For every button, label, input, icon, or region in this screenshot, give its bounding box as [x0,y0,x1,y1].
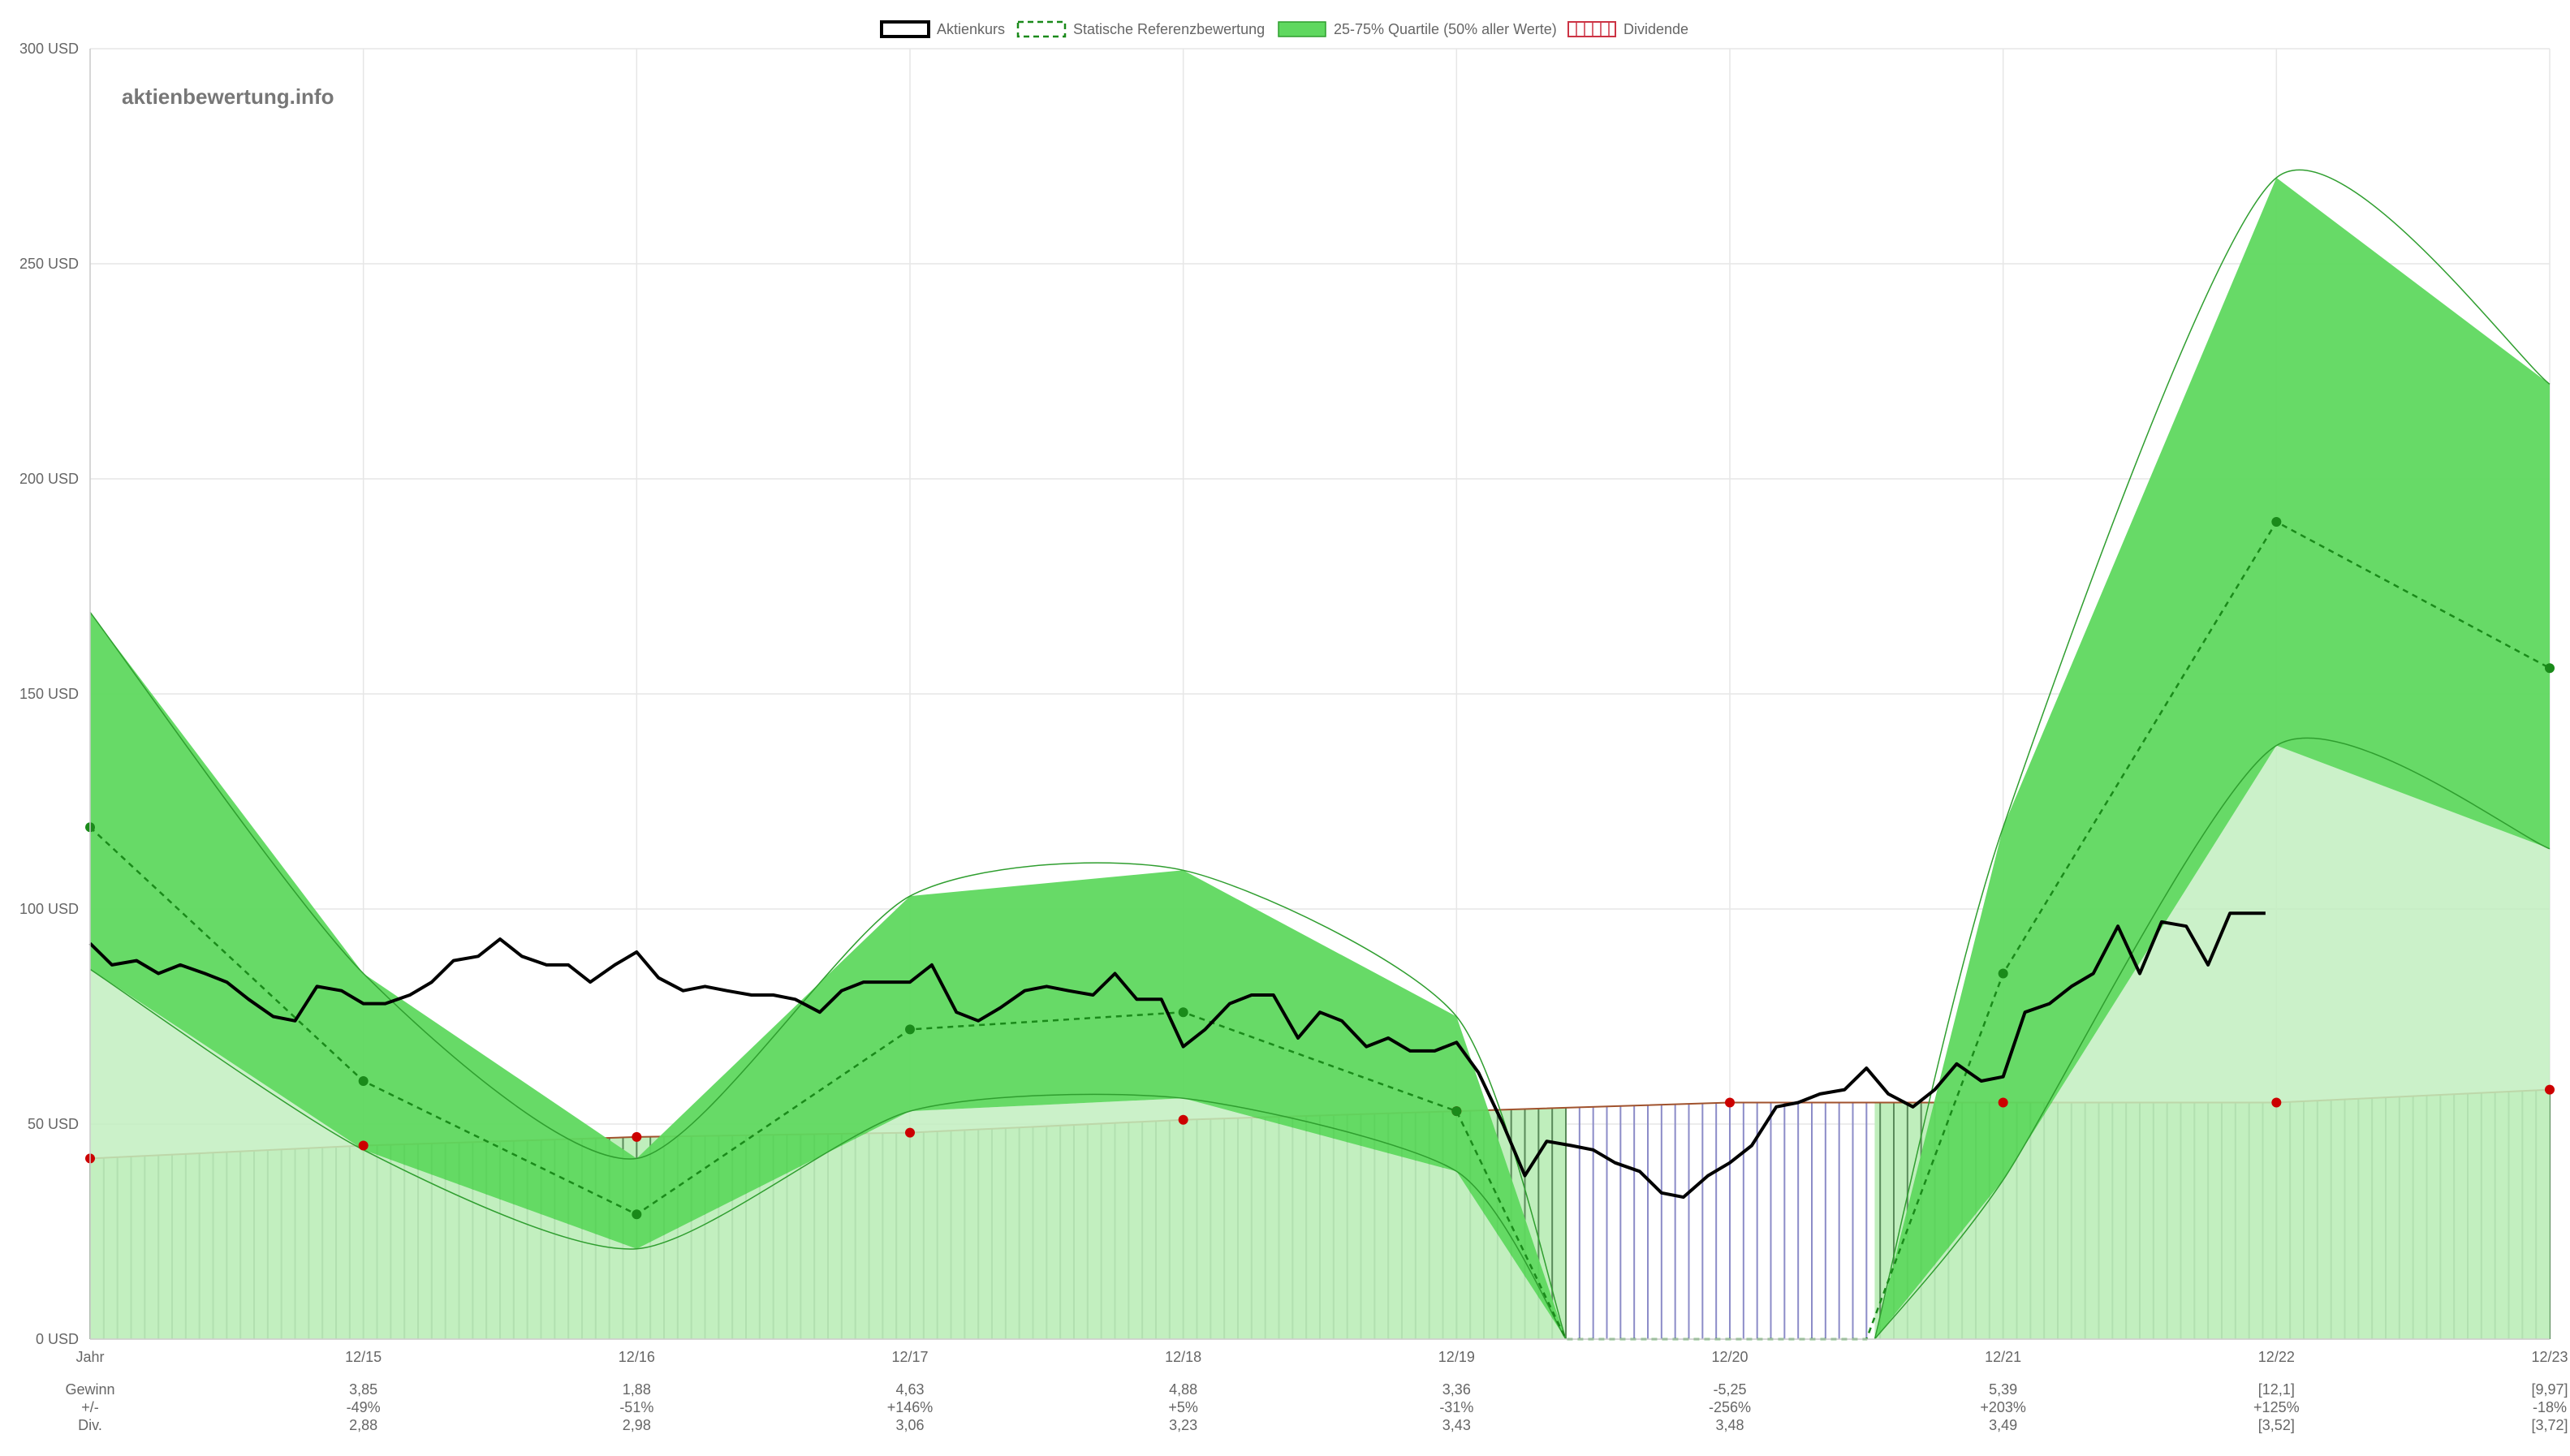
legend-item-1[interactable]: Statische Referenzbewertung [1016,20,1265,38]
reference-point [1998,968,2008,979]
quartile-lower-fill [1874,745,2550,1339]
table-cell-change: +125% [2253,1399,2300,1415]
table-cell-change: -49% [347,1399,381,1415]
reference-point [632,1209,642,1220]
legend-item-3[interactable]: Dividende [1567,21,1688,37]
legend-label: Statische Referenzbewertung [1073,21,1265,37]
table-cell-div: 2,98 [623,1417,651,1433]
quartile-band [85,169,2555,1340]
table-cell-change: -51% [619,1399,653,1415]
table-row-label: Gewinn [65,1381,114,1398]
dividend-point [2545,1084,2555,1095]
table-cell-div: 3,49 [1989,1417,2017,1433]
reference-point [2545,663,2555,674]
x-tick-label: 12/18 [1165,1349,1201,1365]
reference-point [2271,517,2282,527]
quartile-lower-edge [1874,737,2551,1340]
reference-point [1451,1106,1462,1117]
x-tick-label: 12/21 [1985,1349,2021,1365]
legend-swatch [1016,20,1067,38]
legend-label: Dividende [1623,21,1688,37]
y-tick-label: 250 USD [19,256,79,272]
quartile-lower-edge [89,968,1567,1340]
table-cell-div: 3,06 [895,1417,924,1433]
table-cell-change: +146% [887,1399,934,1415]
legend-swatch [880,20,930,38]
legend-label: Aktienkurs [937,21,1005,37]
dividend-point [358,1140,369,1151]
quartile-upper-edge [89,611,1567,1340]
table-cell-div: 3,23 [1169,1417,1197,1433]
table-cell-gewinn: 3,85 [349,1381,377,1398]
data-table: Gewinn+/- Div. 3,85-49% 2,88 1,88-51% 2,98 4,6… [65,1381,2568,1433]
table-cell-gewinn: -5,25 [1713,1381,1746,1398]
y-tick-label: 0 USD [36,1331,79,1347]
y-tick-label: 300 USD [19,41,79,57]
y-tick-label: 50 USD [28,1116,79,1132]
x-tick-label: 12/23 [2531,1349,2568,1365]
legend-label: 25-75% Quartile (50% aller Werte) [1334,21,1557,37]
axes: 0 USD 50 USD 100 USD 150 USD 200 USD 250 USD 3… [19,41,2568,1365]
table-cell-change: -18% [2533,1399,2567,1415]
table-cell-gewinn: 4,88 [1169,1381,1197,1398]
quartile-band-fill [90,612,1566,1339]
x-tick-label: Jahr [75,1349,104,1365]
legend-swatch [1278,21,1326,37]
legend-item-0[interactable]: Aktienkurs [880,20,1005,38]
table-cell-change: +5% [1168,1399,1198,1415]
table-cell-div: 3,48 [1715,1417,1744,1433]
x-tick-label: 12/19 [1438,1349,1475,1365]
price-line [88,911,2266,1200]
reference-path [89,520,2551,1341]
x-tick-label: 12/17 [891,1349,928,1365]
reference-point [1178,1007,1188,1018]
legend-swatch [1567,21,1616,37]
table-cell-div: 2,88 [349,1417,377,1433]
table-cell-gewinn: 3,36 [1442,1381,1471,1398]
x-tick-label: 12/20 [1711,1349,1748,1365]
table-row-label: +/- [81,1399,99,1415]
quartile-band-fill [1874,178,2550,1339]
reference-point [905,1024,915,1035]
quartile-upper-edge [1874,169,2551,1340]
y-tick-label: 200 USD [19,471,79,487]
table-cell-gewinn: [9,97] [2531,1381,2568,1398]
table-row-label: Div. [78,1417,102,1433]
y-tick-label: 150 USD [19,686,79,702]
watermark: aktienbewertung.info [122,84,334,109]
quartile-lower-fill [90,969,1566,1339]
table-cell-gewinn: 1,88 [623,1381,651,1398]
y-tick-label: 100 USD [19,901,79,917]
dividend-point [2271,1097,2282,1108]
table-cell-div: 3,43 [1442,1417,1471,1433]
dividend-point [1998,1097,2008,1108]
legend[interactable]: Aktienkurs Statische Referenzbewertung 25-… [880,20,1688,38]
price-path [88,911,2266,1200]
legend-item-2[interactable]: 25-75% Quartile (50% aller Werte) [1278,21,1557,37]
dividend-point [1178,1114,1188,1125]
dividend-point [632,1131,642,1142]
x-tick-label: 12/22 [2258,1349,2295,1365]
dividend-point [1725,1097,1735,1108]
x-tick-label: 12/16 [619,1349,655,1365]
table-cell-change: -256% [1709,1399,1751,1415]
table-cell-change: +203% [1980,1399,2026,1415]
table-cell-gewinn: 4,63 [895,1381,924,1398]
table-cell-gewinn: 5,39 [1989,1381,2017,1398]
table-cell-div: [3,52] [2258,1417,2295,1433]
dividend-point [905,1127,915,1138]
table-cell-change: -31% [1439,1399,1473,1415]
x-tick-label: 12/15 [345,1349,382,1365]
table-cell-gewinn: [12,1] [2258,1381,2295,1398]
reference-point [358,1076,369,1086]
table-cell-div: [3,72] [2531,1417,2568,1433]
